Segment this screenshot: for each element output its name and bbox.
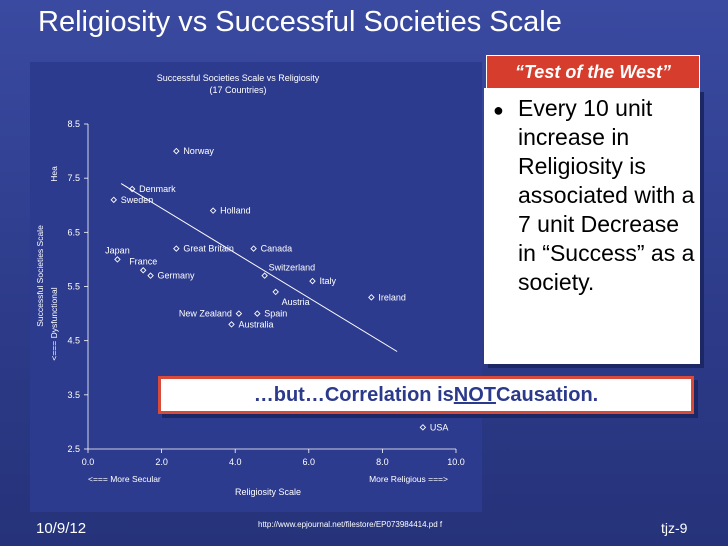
callout-text-post: Causation. <box>495 383 599 406</box>
x-tick-label-4: 8.0 <box>376 457 389 467</box>
slide-title: Religiosity vs Successful Societies Scal… <box>38 6 562 38</box>
bullet-box: ● Every 10 unit increase in Religiosity … <box>484 88 700 364</box>
data-point-spain <box>254 310 261 317</box>
point-label-australia: Australia <box>239 319 274 329</box>
scatter-chart: Successful Societies Scale vs Religiosit… <box>35 73 465 497</box>
data-point-italy <box>309 277 316 285</box>
data-point-great-britain <box>173 245 180 252</box>
data-point-new-zealand <box>235 310 243 317</box>
point-label-france: France <box>129 256 157 266</box>
point-label-norway: Norway <box>183 146 214 156</box>
y-tick-label-2: 4.5 <box>67 336 80 346</box>
chart-panel: Successful Societies Scale vs Religiosit… <box>30 62 482 512</box>
point-label-denmark: Denmark <box>139 184 176 194</box>
point-label-japan: Japan <box>105 245 130 255</box>
data-point-japan <box>114 256 121 263</box>
data-point-denmark <box>128 185 136 193</box>
point-label-italy: Italy <box>319 276 336 286</box>
point-label-germany: Germany <box>158 271 196 281</box>
bullet-icon: ● <box>493 100 504 120</box>
data-point-ireland <box>368 294 375 301</box>
data-point-germany <box>147 272 154 279</box>
point-label-holland: Holland <box>220 206 251 216</box>
y-axis-toplabel: Hea <box>49 166 59 182</box>
x-tick-label-1: 2.0 <box>155 457 168 467</box>
x-tick-label-3: 6.0 <box>303 457 316 467</box>
x-axis-title: Religiosity Scale <box>235 487 301 497</box>
y-tick-label-5: 7.5 <box>67 173 80 183</box>
point-label-spain: Spain <box>264 309 287 319</box>
page-number: tjz-9 <box>661 520 688 536</box>
callout-text-pre: …but…Correlation is <box>253 383 454 406</box>
data-point-norway <box>173 147 180 155</box>
data-point-france <box>139 267 147 274</box>
point-label-sweden: Sweden <box>121 195 154 205</box>
y-tick-label-1: 3.5 <box>67 390 80 400</box>
point-label-austria: Austria <box>282 297 310 307</box>
data-point-australia <box>228 321 235 328</box>
test-of-the-west-tag: “Test of the West” <box>486 55 700 89</box>
bullet-text: Every 10 unit increase in Religiosity is… <box>518 95 695 295</box>
point-label-canada: Canada <box>261 244 293 254</box>
data-point-austria <box>272 288 279 296</box>
chart-title: Successful Societies Scale vs Religiosit… <box>157 73 320 83</box>
data-point-holland <box>209 207 217 214</box>
x-tick-label-2: 4.0 <box>229 457 242 467</box>
y-axis-sublabel: <=== Dysfunctional <box>49 287 59 360</box>
chart-subtitle: (17 Countries) <box>209 85 266 95</box>
data-point-switzerland <box>261 272 268 279</box>
y-tick-label-3: 5.5 <box>67 282 80 292</box>
point-label-ireland: Ireland <box>378 292 406 302</box>
y-tick-label-4: 6.5 <box>67 227 80 237</box>
correlation-callout: …but…Correlation is NOT Causation. <box>158 376 694 414</box>
data-point-sweden <box>110 196 117 204</box>
slide-date: 10/9/12 <box>36 520 87 537</box>
x-axis-right-label: More Religious ===> <box>369 474 448 484</box>
y-tick-label-6: 8.5 <box>67 119 80 129</box>
trend-line <box>120 183 398 352</box>
data-point-usa <box>419 424 427 431</box>
y-axis-title: Successful Societies Scale <box>35 225 45 327</box>
point-label-new-zealand: New Zealand <box>179 309 232 319</box>
source-link[interactable]: http://www.epjournal.net/filestore/EP073… <box>258 520 443 529</box>
data-point-canada <box>250 245 257 252</box>
callout-emphasis: NOT <box>453 383 496 406</box>
x-tick-label-5: 10.0 <box>447 457 465 467</box>
point-label-switzerland: Switzerland <box>269 263 316 273</box>
x-tick-label-0: 0.0 <box>82 457 95 467</box>
point-label-great-britain: Great Britain <box>183 244 234 254</box>
point-label-usa: USA <box>430 422 449 432</box>
x-axis-left-label: <=== More Secular <box>88 474 161 484</box>
y-tick-label-0: 2.5 <box>67 444 80 454</box>
